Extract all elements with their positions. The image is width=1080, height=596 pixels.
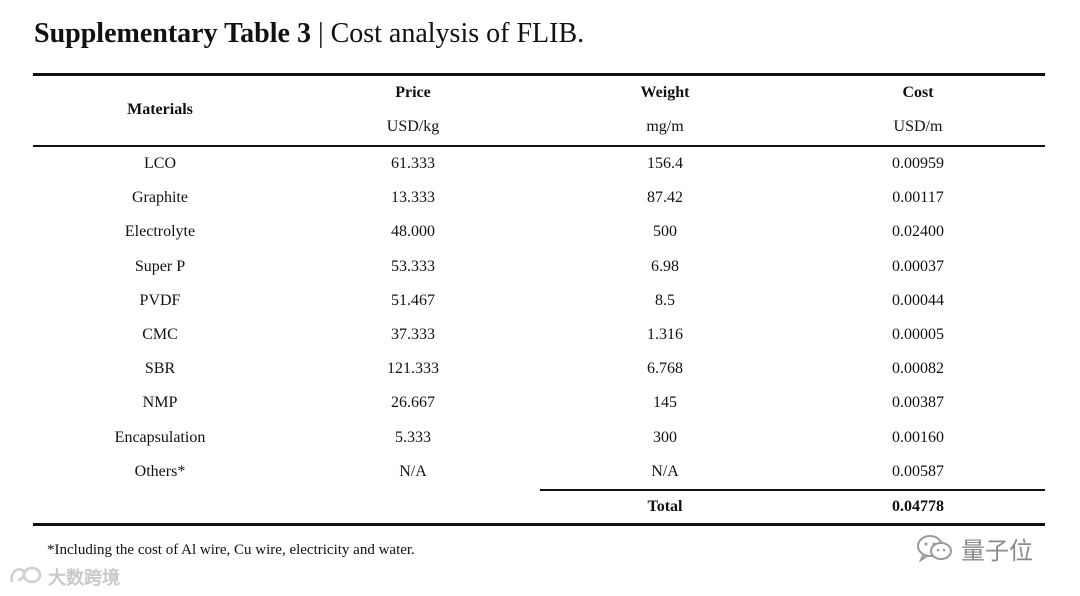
table-cell-cost: 0.00044 [892, 292, 944, 309]
bottom-rule [33, 523, 1045, 526]
caption-label: Supplementary Table 3 [34, 18, 311, 49]
table-cell-price: 48.000 [391, 223, 435, 240]
table-cell-weight: 145 [653, 394, 677, 411]
table-cell-weight: 6.98 [651, 258, 679, 275]
wechat-icon [915, 533, 955, 563]
table-cell-weight: 1.316 [647, 326, 683, 343]
table-cell-cost: 0.00005 [892, 326, 944, 343]
table-cell-price: 53.333 [391, 258, 435, 275]
table-cell-cost: 0.00082 [892, 360, 944, 377]
footnote: *Including the cost of Al wire, Cu wire,… [47, 542, 415, 558]
table-cell-weight: N/A [651, 463, 679, 480]
logo-mark-icon [8, 564, 42, 591]
table-cell-material: Graphite [132, 189, 188, 206]
table-cell-cost: 0.00037 [892, 258, 944, 275]
top-rule [33, 73, 1045, 76]
total-rule [540, 489, 1045, 491]
table-cell-price: 26.667 [391, 394, 435, 411]
watermark: 大数跨境 [8, 565, 120, 589]
table-cell-price: N/A [399, 463, 427, 480]
header-weight-unit: mg/m [646, 118, 684, 135]
table-cell-price: 13.333 [391, 189, 435, 206]
table-cell-cost: 0.00160 [892, 429, 944, 446]
table-cell-material: LCO [144, 155, 176, 172]
table-cell-cost: 0.02400 [892, 223, 944, 240]
table-cell-weight: 6.768 [647, 360, 683, 377]
table-cell-material: NMP [142, 394, 178, 411]
table-cell-price: 61.333 [391, 155, 435, 172]
table-cell-material: SBR [144, 360, 176, 377]
table-cell-material: Others* [134, 463, 186, 480]
total-value: 0.04778 [892, 498, 944, 515]
caption-separator: | [317, 18, 324, 49]
table-cell-material: Super P [134, 258, 186, 275]
table-cell-price: 37.333 [391, 326, 435, 343]
table-cell-material: Electrolyte [124, 223, 196, 240]
table-cell-price: 121.333 [387, 360, 439, 377]
total-label: Total [647, 498, 683, 515]
table-cell-weight: 87.42 [647, 189, 683, 206]
table-cell-material: PVDF [139, 292, 181, 309]
header-materials: Materials [127, 101, 193, 118]
table-cell-material: CMC [142, 326, 178, 343]
header-weight: Weight [640, 84, 690, 101]
table-cell-weight: 156.4 [647, 155, 683, 172]
table-cell-cost: 0.00587 [892, 463, 944, 480]
table-cell-price: 51.467 [391, 292, 435, 309]
table-cell-cost: 0.00959 [892, 155, 944, 172]
watermark-text: 大数跨境 [48, 568, 120, 589]
brand-logo: 量子位 [915, 530, 1033, 566]
header-rule [33, 145, 1045, 147]
table-cell-cost: 0.00117 [892, 189, 944, 206]
caption-title: Cost analysis of FLIB. [330, 18, 585, 49]
table-cell-weight: 300 [653, 429, 677, 446]
header-cost-unit: USD/m [893, 118, 943, 135]
table-cell-weight: 500 [653, 223, 677, 240]
table-cell-material: Encapsulation [114, 429, 206, 446]
table-cell-weight: 8.5 [655, 292, 675, 309]
table-cell-price: 5.333 [395, 429, 431, 446]
table-caption: Supplementary Table 3 | Cost analysis of… [34, 14, 584, 54]
header-price-unit: USD/kg [386, 118, 440, 135]
header-price: Price [395, 84, 431, 101]
table-cell-cost: 0.00387 [892, 394, 944, 411]
header-cost: Cost [902, 84, 934, 101]
brand-text: 量子位 [961, 536, 1033, 565]
